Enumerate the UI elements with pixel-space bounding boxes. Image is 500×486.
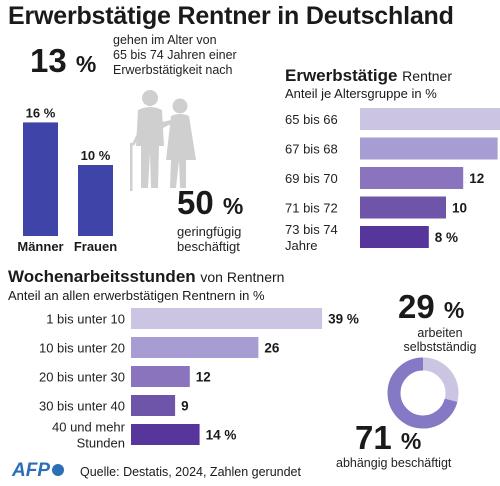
- gender-value-label: 10 %: [81, 148, 111, 163]
- hours-category-label: 10 bis unter 20: [39, 341, 125, 356]
- gender-category-label: Frauen: [74, 239, 117, 254]
- employed-unit: %: [400, 428, 422, 454]
- hours-value-label: 12: [196, 370, 211, 385]
- marginal-value: 50: [177, 184, 214, 221]
- age-section-title: Erwerbstätige Rentner: [285, 66, 452, 86]
- age-value-label: 10: [452, 201, 467, 216]
- hours-bar: [131, 395, 176, 416]
- marginal-text: geringfügig beschäftigt: [177, 224, 241, 254]
- gender-category-label: Männer: [17, 239, 63, 254]
- hours-bar: [131, 424, 200, 445]
- intro-unit: %: [75, 51, 97, 77]
- afp-logo-text: AFP: [12, 460, 50, 481]
- age-value-label: 12: [469, 171, 484, 186]
- hours-category-label: 40 und mehr: [52, 420, 126, 435]
- hours-bar-chart: 1 bis unter 10 39 % 10 bis unter 20 26 20 bi…: [39, 308, 359, 451]
- employment-donut-chart: [387, 357, 459, 429]
- employed-stat: 71 %: [355, 419, 421, 457]
- hours-value-label: 9: [181, 399, 189, 414]
- marginal-unit: %: [222, 193, 244, 219]
- hours-category-label: 20 bis unter 30: [39, 370, 125, 385]
- intro-line: gehen im Alter von: [113, 33, 217, 47]
- age-title-main: Erwerbstätige: [285, 66, 398, 85]
- gender-bar: [78, 165, 113, 236]
- afp-logo-dot-icon: [52, 464, 64, 476]
- marginal-line: beschäftigt: [177, 239, 240, 254]
- marginal-stat: 50 %: [177, 184, 243, 222]
- age-bar: [360, 196, 446, 219]
- gender-value-label: 16 %: [26, 105, 56, 120]
- afp-logo: AFP: [12, 460, 64, 482]
- hours-bar: [131, 366, 190, 387]
- self-employed-text: arbeiten selbstständig: [404, 326, 477, 354]
- self-employed-line: arbeiten: [417, 326, 463, 340]
- age-category-label: 65 bis 66: [285, 112, 338, 127]
- employed-value: 71: [355, 419, 392, 456]
- age-section-subtitle: Anteil je Altersgruppe in %: [285, 86, 437, 101]
- self-employed-value: 29: [398, 288, 435, 325]
- hours-category-label: Stunden: [77, 436, 125, 451]
- hours-section-subtitle: Anteil an allen erwerbstätigen Rentnern …: [8, 288, 265, 303]
- page-title: Erwerbstätige Rentner in Deutschland: [8, 2, 454, 30]
- age-bar: [360, 137, 498, 160]
- hours-title-suffix: von Rentnern: [200, 269, 285, 285]
- self-employed-line: selbstständig: [403, 340, 477, 354]
- self-employed-unit: %: [443, 297, 465, 323]
- employed-label: abhängig beschäftigt: [336, 456, 452, 470]
- age-value-label: 8 %: [435, 230, 458, 245]
- hours-category-label: 1 bis unter 10: [46, 312, 125, 327]
- source-note: Quelle: Destatis, 2024, Zahlen gerundet: [80, 465, 301, 479]
- hours-category-label: 30 bis unter 40: [39, 399, 125, 414]
- gender-bar: [23, 122, 58, 236]
- age-bar: [360, 167, 464, 189]
- age-category-label: Jahre: [285, 238, 318, 253]
- intro-line: Erwerbstätigkeit nach: [113, 63, 233, 77]
- donut-slice: [387, 357, 459, 429]
- age-category-label: 71 bis 72: [285, 201, 338, 216]
- marginal-line: geringfügig: [177, 224, 242, 239]
- hours-value-label: 39 %: [328, 312, 359, 327]
- age-bar: [360, 226, 429, 248]
- elderly-couple-icon: [130, 90, 196, 191]
- hours-section-title: Wochenarbeitsstunden von Rentnern: [8, 267, 284, 287]
- hours-value-label: 14 %: [206, 428, 237, 443]
- hours-value-label: 26: [264, 341, 280, 356]
- hours-bar: [131, 337, 259, 358]
- age-category-label: 73 bis 74: [285, 222, 338, 237]
- gender-bar-chart: 16 % Männer 10 % Frauen: [17, 105, 117, 254]
- self-employed-stat: 29 %: [398, 288, 464, 326]
- intro-text: gehen im Alter von 65 bis 74 Jahren eine…: [113, 33, 237, 78]
- intro-line: 65 bis 74 Jahren einer: [113, 48, 237, 62]
- hours-title-main: Wochenarbeitsstunden: [8, 267, 196, 286]
- intro-stat: 13 %: [30, 42, 96, 80]
- intro-value: 13: [30, 42, 67, 79]
- age-title-suffix: Rentner: [402, 68, 452, 84]
- age-bar: [360, 108, 500, 130]
- age-category-label: 69 bis 70: [285, 171, 338, 186]
- hours-bar: [131, 308, 323, 329]
- age-category-label: 67 bis 68: [285, 142, 338, 157]
